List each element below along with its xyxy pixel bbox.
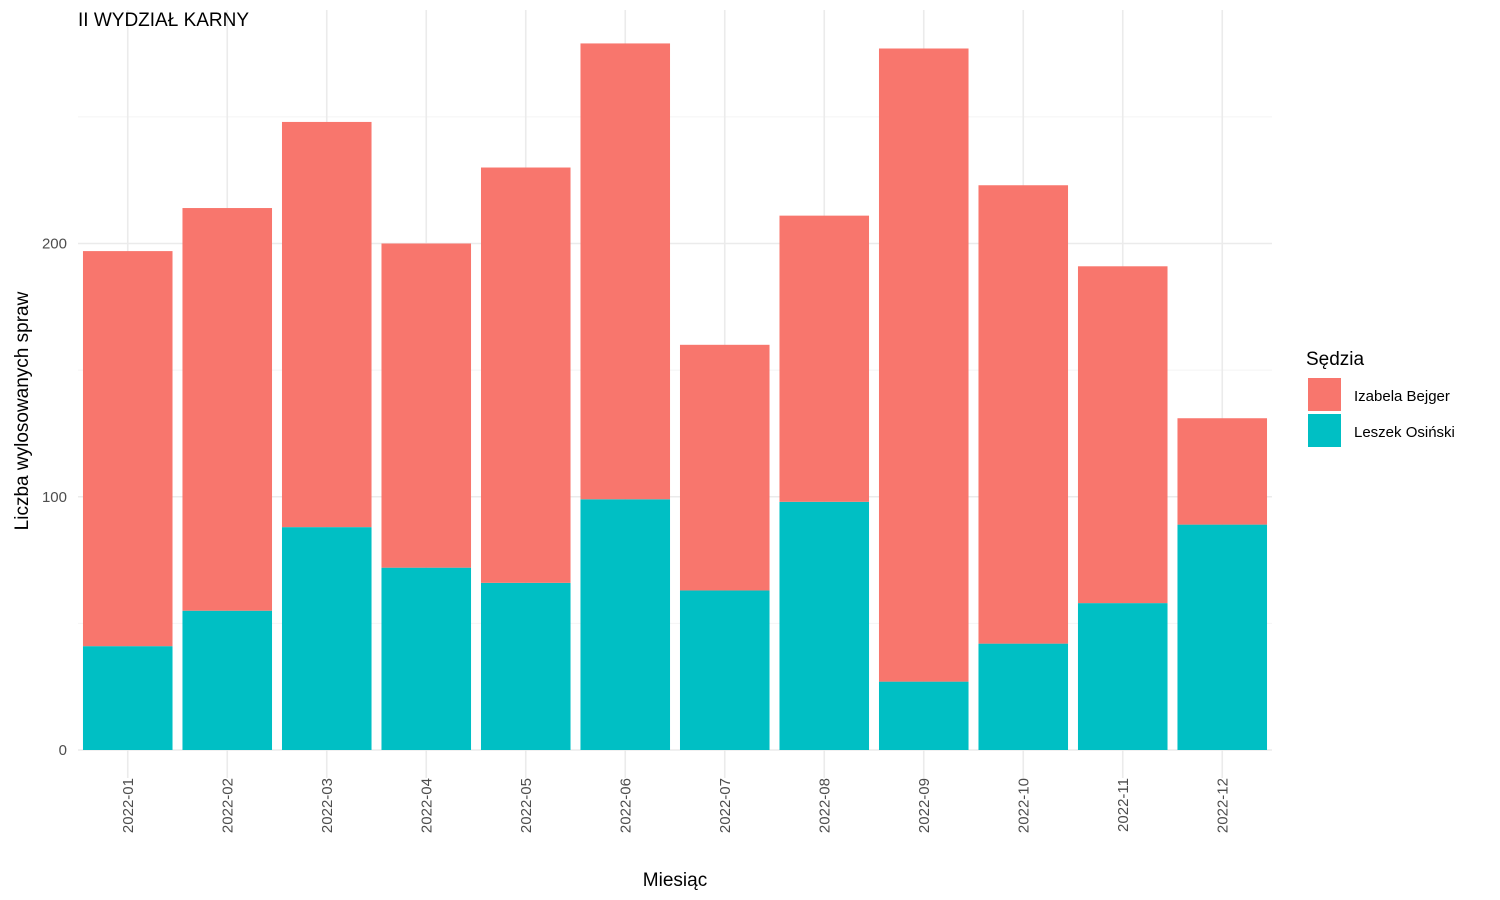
x-tick-label: 2022-09 [916,778,933,833]
bar-segment [1177,418,1268,525]
bar-segment [182,610,273,750]
bar-segment [182,208,273,611]
legend-swatch [1308,378,1341,411]
x-tick-label: 2022-05 [518,778,535,833]
y-tick-label: 0 [59,742,67,759]
bar-segment [281,121,372,528]
legend: Sędzia Izabela Bejger Leszek Osiński [1306,349,1455,447]
bar-segment [1077,266,1168,604]
x-tick-label: 2022-12 [1214,778,1231,833]
bar-segment [679,344,770,591]
legend-label: Izabela Bejger [1354,388,1450,405]
bar-segment [878,48,969,682]
bar-segment [580,43,671,500]
x-tick-label: 2022-07 [717,778,734,833]
x-tick-label: 2022-08 [816,778,833,833]
bar-segment [580,499,671,750]
y-tick-label: 200 [42,236,67,253]
bar-segment [480,167,571,583]
bar-segment [978,643,1069,750]
bar-segment [480,582,571,750]
x-tick-label: 2022-03 [319,778,336,833]
x-tick-label: 2022-10 [1015,778,1032,833]
bar-segment [1177,524,1268,750]
x-tick-label: 2022-01 [120,778,137,833]
bars [82,43,1268,750]
bar-segment [779,215,870,502]
bar-segment [978,185,1069,644]
y-tick-label: 100 [42,489,67,506]
bar-segment [381,567,472,750]
legend-title: Sędzia [1306,349,1365,370]
bar-segment [679,590,770,750]
x-tick-label: 2022-06 [617,778,634,833]
bar-segment [381,243,472,568]
bar-segment [281,527,372,750]
axes: 0 100 200 2022-01 2022-02 2022-03 2022-04 2022-… [42,236,1231,834]
legend-swatch [1308,414,1341,447]
bar-segment [878,681,969,750]
bar-segment [82,251,173,647]
x-tick-label: 2022-02 [219,778,236,833]
x-axis-title: Miesiąc [643,870,707,891]
bar-segment [82,646,173,750]
x-tick-label: 2022-11 [1115,778,1132,832]
legend-label: Leszek Osiński [1354,424,1455,441]
bar-segment [1077,603,1168,750]
bar-segment [779,501,870,750]
x-tick-label: 2022-04 [418,778,435,833]
chart-title: II WYDZIAŁ KARNY [78,10,249,31]
y-axis-title: Liczba wylosowanych spraw [12,291,33,530]
